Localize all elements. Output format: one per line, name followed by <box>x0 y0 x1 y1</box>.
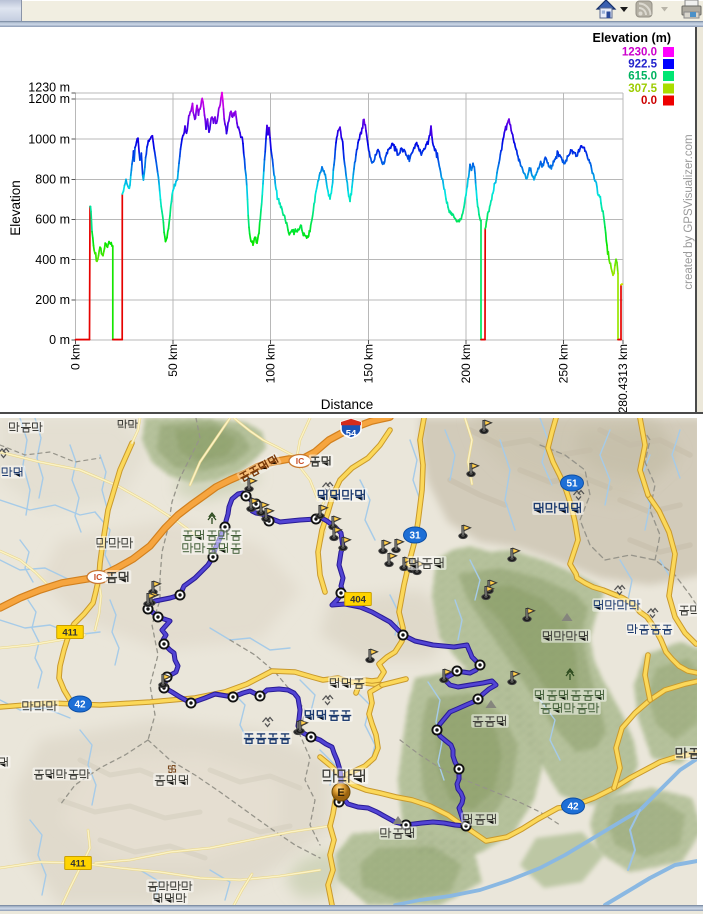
svg-text:280.4313 km: 280.4313 km <box>616 344 630 413</box>
svg-text:250 km: 250 km <box>557 344 571 383</box>
svg-text:42: 42 <box>567 802 579 813</box>
svg-text:50 km: 50 km <box>166 344 180 377</box>
svg-text:Elevation (m): Elevation (m) <box>593 31 672 45</box>
svg-text:31: 31 <box>409 531 421 542</box>
svg-text:1230 m: 1230 m <box>28 81 70 95</box>
svg-text:600 m: 600 m <box>35 213 70 227</box>
svg-text:0.0: 0.0 <box>641 95 657 107</box>
svg-text:42: 42 <box>74 700 86 711</box>
svg-text:307.5: 307.5 <box>628 83 657 95</box>
svg-text:400 m: 400 m <box>35 253 70 267</box>
svg-text:0 km: 0 km <box>69 344 83 370</box>
svg-text:Distance: Distance <box>321 397 374 412</box>
svg-text:1230.0: 1230.0 <box>622 47 657 59</box>
svg-text:800 m: 800 m <box>35 173 70 187</box>
svg-text:615.0: 615.0 <box>628 71 657 83</box>
svg-text:E: E <box>337 787 344 799</box>
svg-text:200 m: 200 m <box>35 293 70 307</box>
svg-text:Elevation: Elevation <box>8 180 23 236</box>
svg-text:150 km: 150 km <box>361 344 375 383</box>
svg-text:IC: IC <box>296 456 305 466</box>
svg-text:0 m: 0 m <box>49 333 70 347</box>
svg-text:100 km: 100 km <box>264 344 278 383</box>
svg-text:54: 54 <box>346 429 357 440</box>
svg-text:411: 411 <box>62 627 78 638</box>
svg-text:404: 404 <box>350 594 367 605</box>
svg-text:created by GPSVisualizer.com: created by GPSVisualizer.com <box>683 134 695 289</box>
svg-text:1200 m: 1200 m <box>28 92 70 106</box>
svg-text:IC: IC <box>94 572 103 582</box>
svg-text:922.5: 922.5 <box>628 59 657 71</box>
svg-text:51: 51 <box>566 479 578 490</box>
svg-text:200 km: 200 km <box>459 344 473 383</box>
svg-text:411: 411 <box>70 858 86 869</box>
svg-text:1000 m: 1000 m <box>28 132 70 146</box>
